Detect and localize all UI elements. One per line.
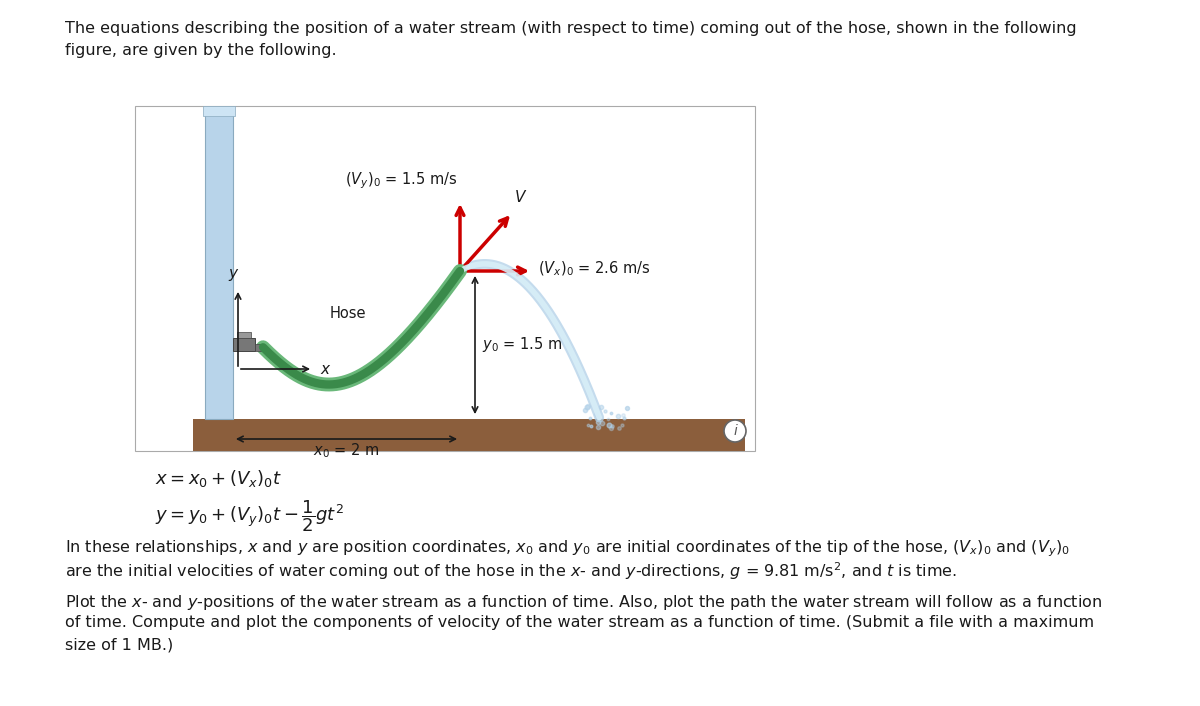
Point bbox=[587, 408, 606, 419]
Text: $x = x_0 + (V_x)_0 t$: $x = x_0 + (V_x)_0 t$ bbox=[155, 468, 282, 489]
Point bbox=[614, 412, 634, 424]
Point bbox=[617, 402, 636, 414]
Point bbox=[599, 419, 618, 431]
Point bbox=[595, 405, 614, 417]
Point bbox=[592, 417, 611, 429]
Point bbox=[588, 412, 607, 423]
Text: V: V bbox=[515, 190, 526, 205]
Circle shape bbox=[724, 420, 746, 442]
Text: $(V_y)_0$ = 1.5 m/s: $(V_y)_0$ = 1.5 m/s bbox=[346, 170, 457, 191]
Text: of time. Compute and plot the components of velocity of the water stream as a fu: of time. Compute and plot the components… bbox=[65, 615, 1094, 630]
Point bbox=[608, 410, 628, 421]
Text: $y_0$ = 1.5 m: $y_0$ = 1.5 m bbox=[482, 335, 563, 354]
Point bbox=[589, 416, 608, 427]
Text: are the initial velocities of water coming out of the hose in the $x$- and $y$-d: are the initial velocities of water comi… bbox=[65, 560, 958, 582]
Text: $y = y_0 + (V_y)_0 t - \dfrac{1}{2}gt^2$: $y = y_0 + (V_y)_0 t - \dfrac{1}{2}gt^2$ bbox=[155, 498, 344, 534]
Point bbox=[612, 419, 631, 430]
Text: y: y bbox=[228, 266, 238, 281]
Point bbox=[582, 420, 601, 431]
Text: The equations describing the position of a water stream (with respect to time) c: The equations describing the position of… bbox=[65, 21, 1076, 58]
Point bbox=[577, 401, 596, 412]
Point bbox=[610, 422, 629, 433]
Point bbox=[601, 423, 620, 434]
Point bbox=[602, 421, 622, 432]
Bar bbox=[233, 337, 256, 350]
Bar bbox=[134, 106, 755, 451]
Text: In these relationships, $x$ and $y$ are position coordinates, $x_0$ and $y_0$ ar: In these relationships, $x$ and $y$ are … bbox=[65, 538, 1070, 558]
Point bbox=[578, 419, 598, 431]
Text: $(V_x)_0$ = 2.6 m/s: $(V_x)_0$ = 2.6 m/s bbox=[538, 260, 650, 278]
Text: Hose: Hose bbox=[330, 306, 366, 321]
Point bbox=[592, 401, 611, 412]
Bar bbox=[203, 106, 235, 116]
Point bbox=[578, 400, 598, 412]
Text: Plot the $x$- and $y$-positions of the water stream as a function of time. Also,: Plot the $x$- and $y$-positions of the w… bbox=[65, 593, 1103, 612]
Bar bbox=[238, 332, 251, 337]
Text: size of 1 MB.): size of 1 MB.) bbox=[65, 637, 173, 652]
Point bbox=[588, 421, 607, 433]
Text: x: x bbox=[320, 361, 329, 376]
Bar bbox=[256, 344, 263, 350]
Point bbox=[598, 414, 617, 425]
Point bbox=[580, 412, 599, 424]
Point bbox=[575, 405, 594, 416]
Point bbox=[613, 409, 632, 420]
Text: i: i bbox=[733, 424, 737, 438]
Point bbox=[601, 407, 620, 418]
Text: $x_0$ = 2 m: $x_0$ = 2 m bbox=[313, 441, 379, 460]
Bar bbox=[193, 419, 745, 451]
Point bbox=[587, 411, 606, 422]
Bar bbox=[205, 111, 233, 419]
